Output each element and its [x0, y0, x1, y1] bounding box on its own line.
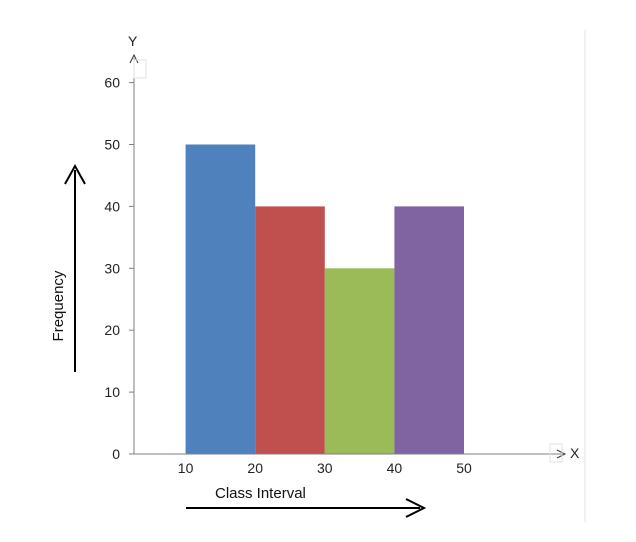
y-tick-label: 30	[104, 260, 120, 276]
x-tick-label: 10	[178, 460, 194, 476]
bar-30-40	[324, 268, 395, 454]
y-tick-label: 20	[104, 322, 120, 338]
class-interval-arrow-head	[405, 498, 427, 518]
x-axis-letter-box	[549, 443, 563, 463]
x-tick-label: 40	[387, 460, 403, 476]
x-tick-label: 30	[317, 460, 333, 476]
y-axis-letter-box	[133, 59, 147, 79]
bar-10-20	[185, 144, 256, 454]
x-axis-arrowhead	[556, 449, 567, 459]
x-axis-letter: X	[570, 445, 580, 461]
y-axis-letter: Y	[128, 33, 138, 49]
bar-20-30	[255, 206, 325, 454]
bars-group	[185, 144, 464, 454]
bar-40-50	[394, 206, 464, 454]
y-tick-label: 60	[104, 75, 120, 91]
y-tick-label: 50	[104, 137, 120, 153]
x-axis-title: Class Interval	[215, 485, 306, 502]
y-axis-title: Frequency	[50, 270, 67, 341]
x-tick-label: 50	[456, 460, 472, 476]
x-ticks-group: 10 20 30 40 50	[178, 460, 472, 476]
frequency-arrow-head	[64, 163, 86, 185]
y-tick-label: 40	[104, 198, 120, 214]
y-ticks-group: 0 10 20 30 40 50 60	[104, 75, 134, 462]
x-tick-label: 20	[247, 460, 263, 476]
y-tick-label: 0	[112, 446, 120, 462]
y-tick-label: 10	[104, 384, 120, 400]
